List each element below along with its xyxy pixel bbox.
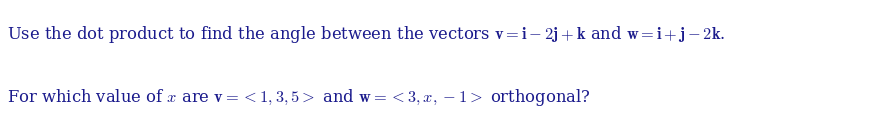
Text: For which value of $x$ are $\mathbf{v} =< 1, 3, 5 >$ and $\mathbf{w} =< 3, x, -1: For which value of $x$ are $\mathbf{v} =… (7, 87, 590, 108)
Text: Use the dot product to find the angle between the vectors $\mathbf{v} = \mathbf{: Use the dot product to find the angle be… (7, 24, 724, 45)
